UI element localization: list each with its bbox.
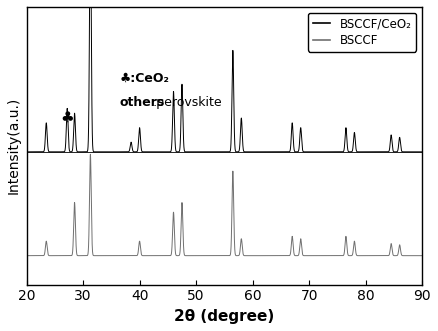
Text: others: others [120, 96, 165, 109]
X-axis label: 2θ (degree): 2θ (degree) [174, 309, 275, 324]
Text: ♣:CeO₂: ♣:CeO₂ [120, 72, 170, 85]
Legend: BSCCF/CeO₂, BSCCF: BSCCF/CeO₂, BSCCF [308, 13, 417, 52]
Y-axis label: Intensity(a.u.): Intensity(a.u.) [7, 97, 21, 194]
Text: :perovskite: :perovskite [152, 96, 222, 109]
Text: ♣: ♣ [60, 109, 74, 124]
